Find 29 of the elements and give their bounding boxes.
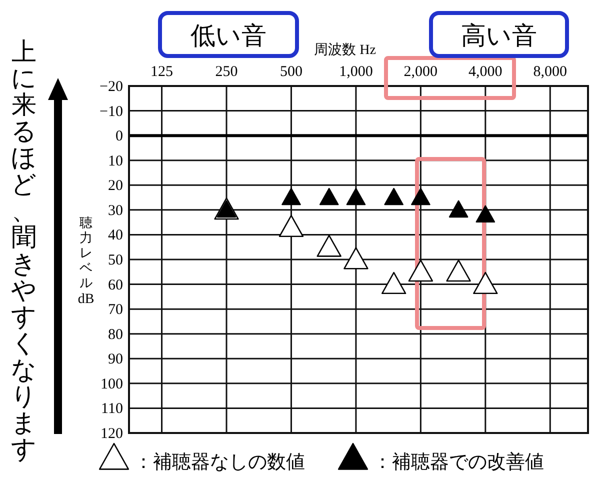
x-tick-label: 125 bbox=[150, 64, 174, 80]
y-tick-label: 100 bbox=[100, 376, 123, 392]
y-tick-label: 70 bbox=[108, 302, 123, 318]
text: 高い音 bbox=[461, 22, 537, 50]
legend-label: ：補聴器での改善値 bbox=[373, 451, 544, 473]
y-tick-label: 30 bbox=[108, 202, 123, 219]
text: 上に来るほど、聞きやすくなります bbox=[11, 38, 37, 464]
y-tick-label: 0 bbox=[116, 128, 123, 145]
text: 低い音 bbox=[190, 22, 266, 50]
x-tick-label: 250 bbox=[215, 64, 238, 80]
legend-label: ：補聴器なしの数値 bbox=[134, 452, 305, 473]
y-tick-label: 40 bbox=[108, 228, 123, 244]
y-tick-label: 10 bbox=[108, 153, 123, 170]
y-tick-label: 120 bbox=[100, 426, 123, 442]
y-tick-label: 90 bbox=[108, 352, 123, 368]
x-tick-label: 4,000 bbox=[468, 64, 502, 80]
x-tick-label: 1,000 bbox=[339, 64, 373, 80]
y-tick-label: 80 bbox=[108, 326, 123, 343]
x-tick-label: 2,000 bbox=[404, 64, 438, 80]
x-tick-label: 500 bbox=[280, 64, 302, 80]
y-tick-label: 50 bbox=[108, 252, 123, 268]
x-axis-title: 周波数 Hz bbox=[314, 42, 376, 58]
y-axis-title: 聴力レベル dB bbox=[78, 215, 94, 307]
y-tick-label: 60 bbox=[108, 277, 123, 294]
y-tick-label: 20 bbox=[108, 178, 123, 194]
y-tick-label: −20 bbox=[100, 79, 123, 95]
y-tick-label: 110 bbox=[101, 401, 123, 418]
x-tick-label: 8,000 bbox=[533, 64, 568, 80]
y-tick-label: −10 bbox=[100, 104, 123, 120]
